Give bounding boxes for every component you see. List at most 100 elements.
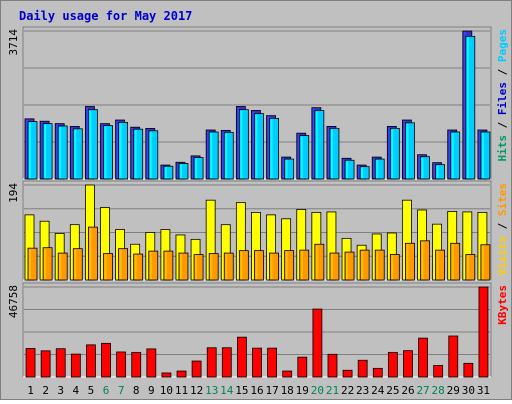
x-tick-label-day-10: 10 bbox=[160, 384, 173, 397]
bar-highlight-files-day-24 bbox=[376, 160, 379, 178]
bar-sites-day-21 bbox=[329, 252, 340, 281]
bar-highlight-kbytes-day-13 bbox=[208, 348, 211, 376]
bar-highlight-sites-day-23 bbox=[361, 251, 364, 279]
bar-highlight-kbytes-day-17 bbox=[268, 349, 271, 376]
bar-highlight-visits-day-6 bbox=[101, 208, 104, 279]
bar-highlight-visits-day-25 bbox=[388, 233, 391, 279]
bar-highlight-kbytes-day-6 bbox=[102, 344, 105, 376]
bar-highlight-sites-day-25 bbox=[391, 255, 394, 279]
bar-highlight-files-day-4 bbox=[74, 129, 77, 178]
bar-files-day-2 bbox=[42, 123, 53, 180]
x-tick-label-day-27: 27 bbox=[416, 384, 429, 397]
bar-kbytes-day-20 bbox=[312, 308, 323, 378]
bar-highlight-files-day-18 bbox=[285, 160, 288, 178]
bar-highlight-kbytes-day-23 bbox=[359, 361, 362, 376]
bar-kbytes-day-29 bbox=[448, 335, 459, 378]
bar-highlight-sites-day-15 bbox=[240, 251, 243, 279]
bar-highlight-hits-day-7 bbox=[116, 121, 119, 178]
bar-highlight-files-day-7 bbox=[119, 123, 122, 178]
bar-files-day-1 bbox=[27, 121, 38, 180]
bar-highlight-kbytes-day-4 bbox=[72, 355, 75, 376]
bar-highlight-files-day-19 bbox=[300, 136, 303, 178]
bar-highlight-hits-day-25 bbox=[388, 127, 391, 178]
bar-highlight-hits-day-30 bbox=[463, 32, 466, 178]
bar-sites-day-11 bbox=[178, 252, 189, 281]
bar-highlight-sites-day-12 bbox=[195, 255, 198, 279]
bar-highlight-kbytes-day-29 bbox=[449, 337, 452, 376]
bar-highlight-kbytes-day-24 bbox=[374, 369, 377, 376]
bar-highlight-sites-day-27 bbox=[421, 241, 424, 279]
bar-sites-day-12 bbox=[193, 254, 204, 281]
bar-highlight-hits-day-31 bbox=[478, 130, 481, 178]
bar-files-day-5 bbox=[87, 109, 98, 180]
bar-highlight-files-day-30 bbox=[466, 37, 469, 178]
bar-sites-day-10 bbox=[163, 250, 174, 281]
bar-highlight-sites-day-16 bbox=[255, 251, 258, 279]
bar-sites-day-1 bbox=[27, 247, 38, 281]
bar-highlight-sites-day-5 bbox=[89, 228, 92, 279]
bar-files-day-3 bbox=[57, 125, 68, 180]
x-tick-label-day-5: 5 bbox=[88, 384, 95, 397]
bar-highlight-hits-day-24 bbox=[373, 158, 376, 178]
bar-sites-day-3 bbox=[57, 252, 68, 281]
bar-highlight-sites-day-26 bbox=[406, 244, 409, 279]
bar-kbytes-day-26 bbox=[403, 350, 413, 378]
bar-sites-day-5 bbox=[87, 226, 98, 281]
bar-highlight-sites-day-18 bbox=[285, 251, 288, 279]
bar-highlight-hits-day-3 bbox=[56, 124, 59, 178]
x-tick-label-day-21: 21 bbox=[326, 384, 339, 397]
bar-highlight-hits-day-14 bbox=[222, 131, 225, 178]
x-tick-label-day-28: 28 bbox=[432, 384, 445, 397]
bar-highlight-files-day-5 bbox=[89, 110, 92, 178]
legend-pages: Pages bbox=[496, 29, 509, 62]
bar-highlight-hits-day-9 bbox=[146, 129, 149, 178]
bar-highlight-visits-day-19 bbox=[297, 210, 300, 279]
bar-highlight-visits-day-15 bbox=[237, 203, 240, 279]
x-tick-label-day-3: 3 bbox=[57, 384, 64, 397]
legend-sites: Sites bbox=[496, 183, 509, 216]
bar-highlight-kbytes-day-25 bbox=[389, 353, 392, 376]
bar-highlight-files-day-21 bbox=[330, 129, 333, 178]
bar-kbytes-day-16 bbox=[252, 347, 262, 378]
bar-highlight-files-day-26 bbox=[406, 123, 409, 178]
bar-files-day-12 bbox=[193, 157, 204, 180]
bar-highlight-kbytes-day-3 bbox=[57, 349, 60, 376]
bar-highlight-hits-day-27 bbox=[418, 155, 421, 178]
bar-sites-day-8 bbox=[133, 253, 144, 281]
bar-files-day-8 bbox=[133, 128, 144, 180]
bar-highlight-kbytes-day-18 bbox=[283, 372, 286, 376]
bar-highlight-hits-day-1 bbox=[26, 119, 28, 178]
bar-highlight-sites-day-9 bbox=[149, 252, 152, 279]
panel-1-ymax-label: 3714 bbox=[7, 29, 20, 56]
bar-highlight-kbytes-day-31 bbox=[479, 288, 482, 376]
bar-highlight-files-day-12 bbox=[195, 158, 198, 178]
bar-highlight-kbytes-day-8 bbox=[132, 353, 135, 376]
bar-highlight-visits-day-29 bbox=[448, 212, 451, 279]
bar-sites-day-28 bbox=[435, 249, 446, 281]
legend-files: Files bbox=[496, 82, 509, 115]
bar-files-day-28 bbox=[435, 164, 446, 180]
bar-highlight-files-day-20 bbox=[315, 111, 318, 178]
bar-sites-day-14 bbox=[223, 252, 234, 281]
bar-files-day-18 bbox=[284, 158, 295, 180]
bar-files-day-4 bbox=[72, 128, 83, 180]
bar-highlight-kbytes-day-20 bbox=[313, 310, 316, 376]
bar-files-day-21 bbox=[329, 127, 340, 180]
bar-highlight-visits-day-5 bbox=[86, 186, 89, 279]
legend-hits: Hits bbox=[496, 135, 509, 162]
bar-sites-day-4 bbox=[72, 248, 83, 281]
legend-kbytes: KBytes bbox=[496, 285, 509, 325]
bar-kbytes-day-24 bbox=[372, 367, 383, 378]
bar-kbytes-day-2 bbox=[40, 350, 51, 378]
bar-sites-day-6 bbox=[103, 253, 113, 281]
bar-files-day-16 bbox=[254, 113, 264, 180]
bar-highlight-visits-day-31 bbox=[478, 213, 481, 279]
bar-kbytes-day-5 bbox=[86, 344, 96, 378]
bar-files-day-10 bbox=[163, 165, 174, 180]
bar-sites-day-30 bbox=[465, 254, 476, 281]
bar-highlight-hits-day-29 bbox=[448, 130, 451, 178]
bar-highlight-files-day-29 bbox=[451, 132, 454, 178]
bar-files-day-15 bbox=[238, 109, 249, 180]
bar-sites-day-17 bbox=[269, 252, 279, 281]
